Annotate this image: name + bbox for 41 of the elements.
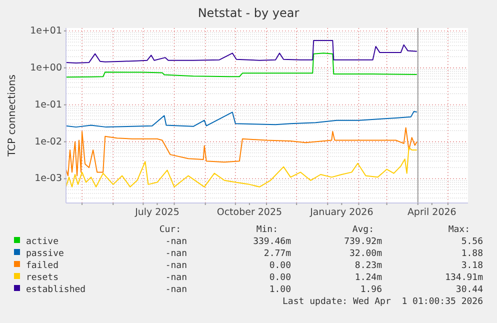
text: Avg:	[352, 225, 374, 235]
text: 0.00	[269, 261, 291, 271]
text: 134.91m	[445, 273, 483, 283]
text: 0.00	[269, 273, 291, 283]
text: 1.96	[360, 285, 382, 295]
legend-label: active	[26, 237, 59, 247]
text: Max:	[448, 225, 470, 235]
text: 1.24m	[354, 273, 382, 283]
y-tick-label: 1e-02	[34, 136, 62, 148]
text: Last update: Wed Apr 1 01:00:35 2026	[282, 297, 483, 307]
text: -nan	[165, 261, 187, 271]
text: 30.44	[456, 285, 483, 295]
y-axis-title: TCP connections	[7, 74, 18, 158]
text: 1.00	[269, 285, 291, 295]
x-tick-label: October 2025	[216, 207, 282, 218]
legend-label: passive	[26, 249, 64, 259]
x-tick-label: July 2025	[134, 207, 180, 218]
legend-label: resets	[26, 273, 59, 283]
text: 32.00m	[349, 249, 382, 259]
y-tick-label: 1e+00	[30, 62, 62, 74]
text: 339.46m	[253, 237, 291, 247]
x-tick-label: April 2026	[407, 207, 456, 218]
text: -nan	[165, 237, 187, 247]
text: 8.23m	[354, 261, 382, 271]
text: -nan	[165, 273, 187, 283]
y-tick-label: 1e-01	[34, 99, 62, 110]
y-tick-label: 1e+01	[30, 25, 62, 36]
text: -nan	[165, 249, 187, 259]
legend-label: established	[26, 285, 86, 295]
x-tick-label: January 2026	[309, 207, 374, 218]
text: 5.56	[461, 237, 483, 247]
y-tick-label: 1e-03	[34, 173, 62, 184]
legend-label: failed	[26, 261, 59, 271]
text: 2.77m	[264, 249, 291, 259]
text: -nan	[165, 285, 187, 295]
text: Min:	[256, 225, 278, 235]
text: Cur:	[159, 225, 181, 235]
text: 1.88	[461, 249, 483, 259]
chart-title: Netstat - by year	[198, 6, 300, 20]
text: 3.18	[461, 261, 483, 271]
text: 739.92m	[344, 237, 382, 247]
